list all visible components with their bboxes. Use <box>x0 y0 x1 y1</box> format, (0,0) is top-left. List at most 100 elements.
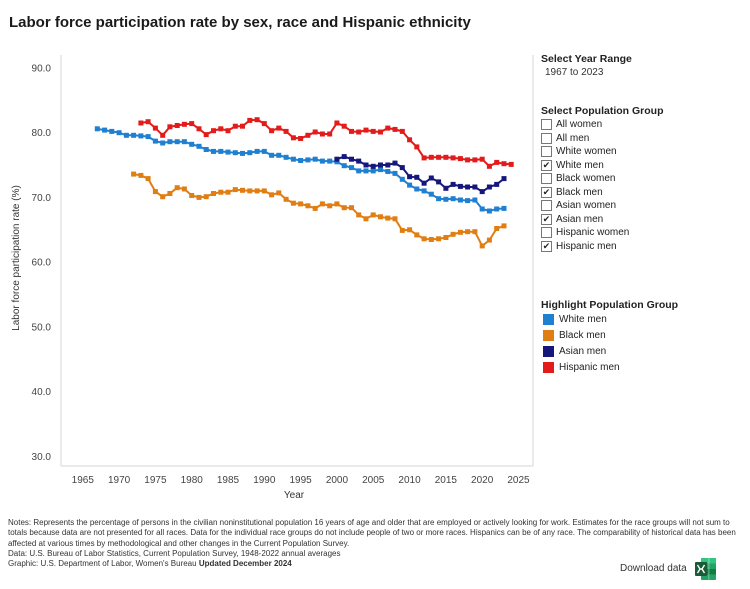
data-point <box>341 205 347 211</box>
data-point <box>421 188 427 194</box>
data-point <box>501 161 507 167</box>
checkbox[interactable] <box>541 227 552 238</box>
y-tick-label: 50.0 <box>32 322 52 333</box>
data-point <box>457 229 463 235</box>
data-point <box>254 148 260 154</box>
data-point <box>152 138 158 144</box>
highlight-label: Asian men <box>559 346 607 358</box>
excel-icon <box>694 557 716 580</box>
data-point <box>254 188 260 194</box>
population-group-option[interactable]: ✔ Black men <box>541 186 603 199</box>
x-tick-label: 1980 <box>181 475 204 486</box>
data-point <box>196 126 202 132</box>
data-point <box>232 187 238 193</box>
data-point <box>436 154 442 160</box>
highlight-label: Hispanic men <box>559 362 620 374</box>
data-point <box>501 205 507 211</box>
data-point <box>436 179 442 185</box>
data-point <box>421 180 427 186</box>
data-point <box>428 237 434 242</box>
series-line <box>140 118 512 168</box>
data-point <box>189 193 195 198</box>
data-point <box>196 194 202 200</box>
data-point <box>450 155 456 161</box>
color-swatch <box>543 329 554 341</box>
data-point <box>174 123 180 128</box>
year-range-value[interactable]: 1967 to 2023 <box>545 67 604 78</box>
series-line <box>133 173 505 248</box>
x-tick-label: 2010 <box>398 475 421 486</box>
data-point <box>203 147 209 152</box>
data-point <box>486 237 492 243</box>
data-point <box>356 168 362 174</box>
data-point <box>341 154 347 160</box>
data-point <box>298 201 304 207</box>
color-swatch <box>543 313 554 325</box>
population-group-option[interactable]: Black women <box>541 172 615 185</box>
data-point <box>131 132 137 138</box>
series-hispanic-men <box>138 117 514 169</box>
data-point <box>283 154 289 160</box>
data-point <box>298 136 304 141</box>
data-point <box>225 128 231 134</box>
series-line <box>336 155 505 193</box>
data-point <box>312 205 318 211</box>
data-point <box>240 123 245 129</box>
checkbox[interactable] <box>541 119 552 130</box>
population-group-option[interactable]: ✔ Hispanic men <box>541 240 617 253</box>
data-point <box>385 215 391 221</box>
download-data-button[interactable]: Download data <box>620 557 716 580</box>
data-point <box>486 163 492 169</box>
checkbox[interactable] <box>541 200 552 211</box>
data-point <box>218 126 224 132</box>
data-point <box>407 182 413 188</box>
population-group-option[interactable]: All women <box>541 118 602 131</box>
data-point <box>450 196 456 202</box>
population-group-option[interactable]: ✔ Asian men <box>541 213 603 226</box>
data-point <box>436 196 442 202</box>
checkbox[interactable] <box>541 146 552 157</box>
data-point <box>465 198 471 204</box>
checkbox[interactable]: ✔ <box>541 159 552 171</box>
color-swatch <box>543 346 554 358</box>
graphic-credit: Graphic: U.S. Department of Labor, Women… <box>8 559 743 569</box>
checkbox[interactable]: ✔ <box>541 186 552 198</box>
highlight-option[interactable]: Asian men <box>543 345 606 359</box>
population-group-option[interactable]: White women <box>541 145 617 158</box>
population-group-option[interactable]: Hispanic women <box>541 226 629 239</box>
data-point <box>167 191 173 196</box>
data-point <box>152 125 158 131</box>
data-point <box>152 189 158 195</box>
data-point <box>225 189 231 195</box>
checkbox[interactable]: ✔ <box>541 240 552 252</box>
data-point <box>211 191 216 196</box>
data-point <box>319 158 325 164</box>
y-tick-label: 60.0 <box>32 258 52 269</box>
population-group-option[interactable]: Asian women <box>541 199 616 212</box>
data-point <box>494 181 500 187</box>
data-point <box>290 200 296 206</box>
data-point <box>261 188 267 194</box>
checkbox[interactable] <box>541 173 552 184</box>
data-point <box>276 125 282 131</box>
data-point <box>472 184 478 190</box>
data-point <box>269 192 275 198</box>
x-tick-label: 1970 <box>108 475 131 486</box>
population-group-option[interactable]: ✔ White men <box>541 159 604 172</box>
checkbox[interactable] <box>541 132 552 144</box>
data-point <box>211 148 216 154</box>
color-swatch <box>543 362 554 374</box>
checkbox[interactable]: ✔ <box>541 213 552 225</box>
highlight-option[interactable]: Hispanic men <box>543 361 620 375</box>
data-point <box>385 125 391 131</box>
data-point <box>392 216 398 222</box>
x-tick-label: 1995 <box>290 475 313 486</box>
data-point <box>218 148 224 154</box>
updated-date: Updated December 2024 <box>198 559 292 569</box>
population-group-option[interactable]: All men <box>541 132 589 145</box>
highlight-option[interactable]: White men <box>543 312 607 326</box>
data-point <box>421 236 427 242</box>
highlight-option[interactable]: Black men <box>543 328 606 342</box>
data-point <box>298 158 304 163</box>
y-axis-label: Labor force participation rate (%) <box>11 185 22 331</box>
